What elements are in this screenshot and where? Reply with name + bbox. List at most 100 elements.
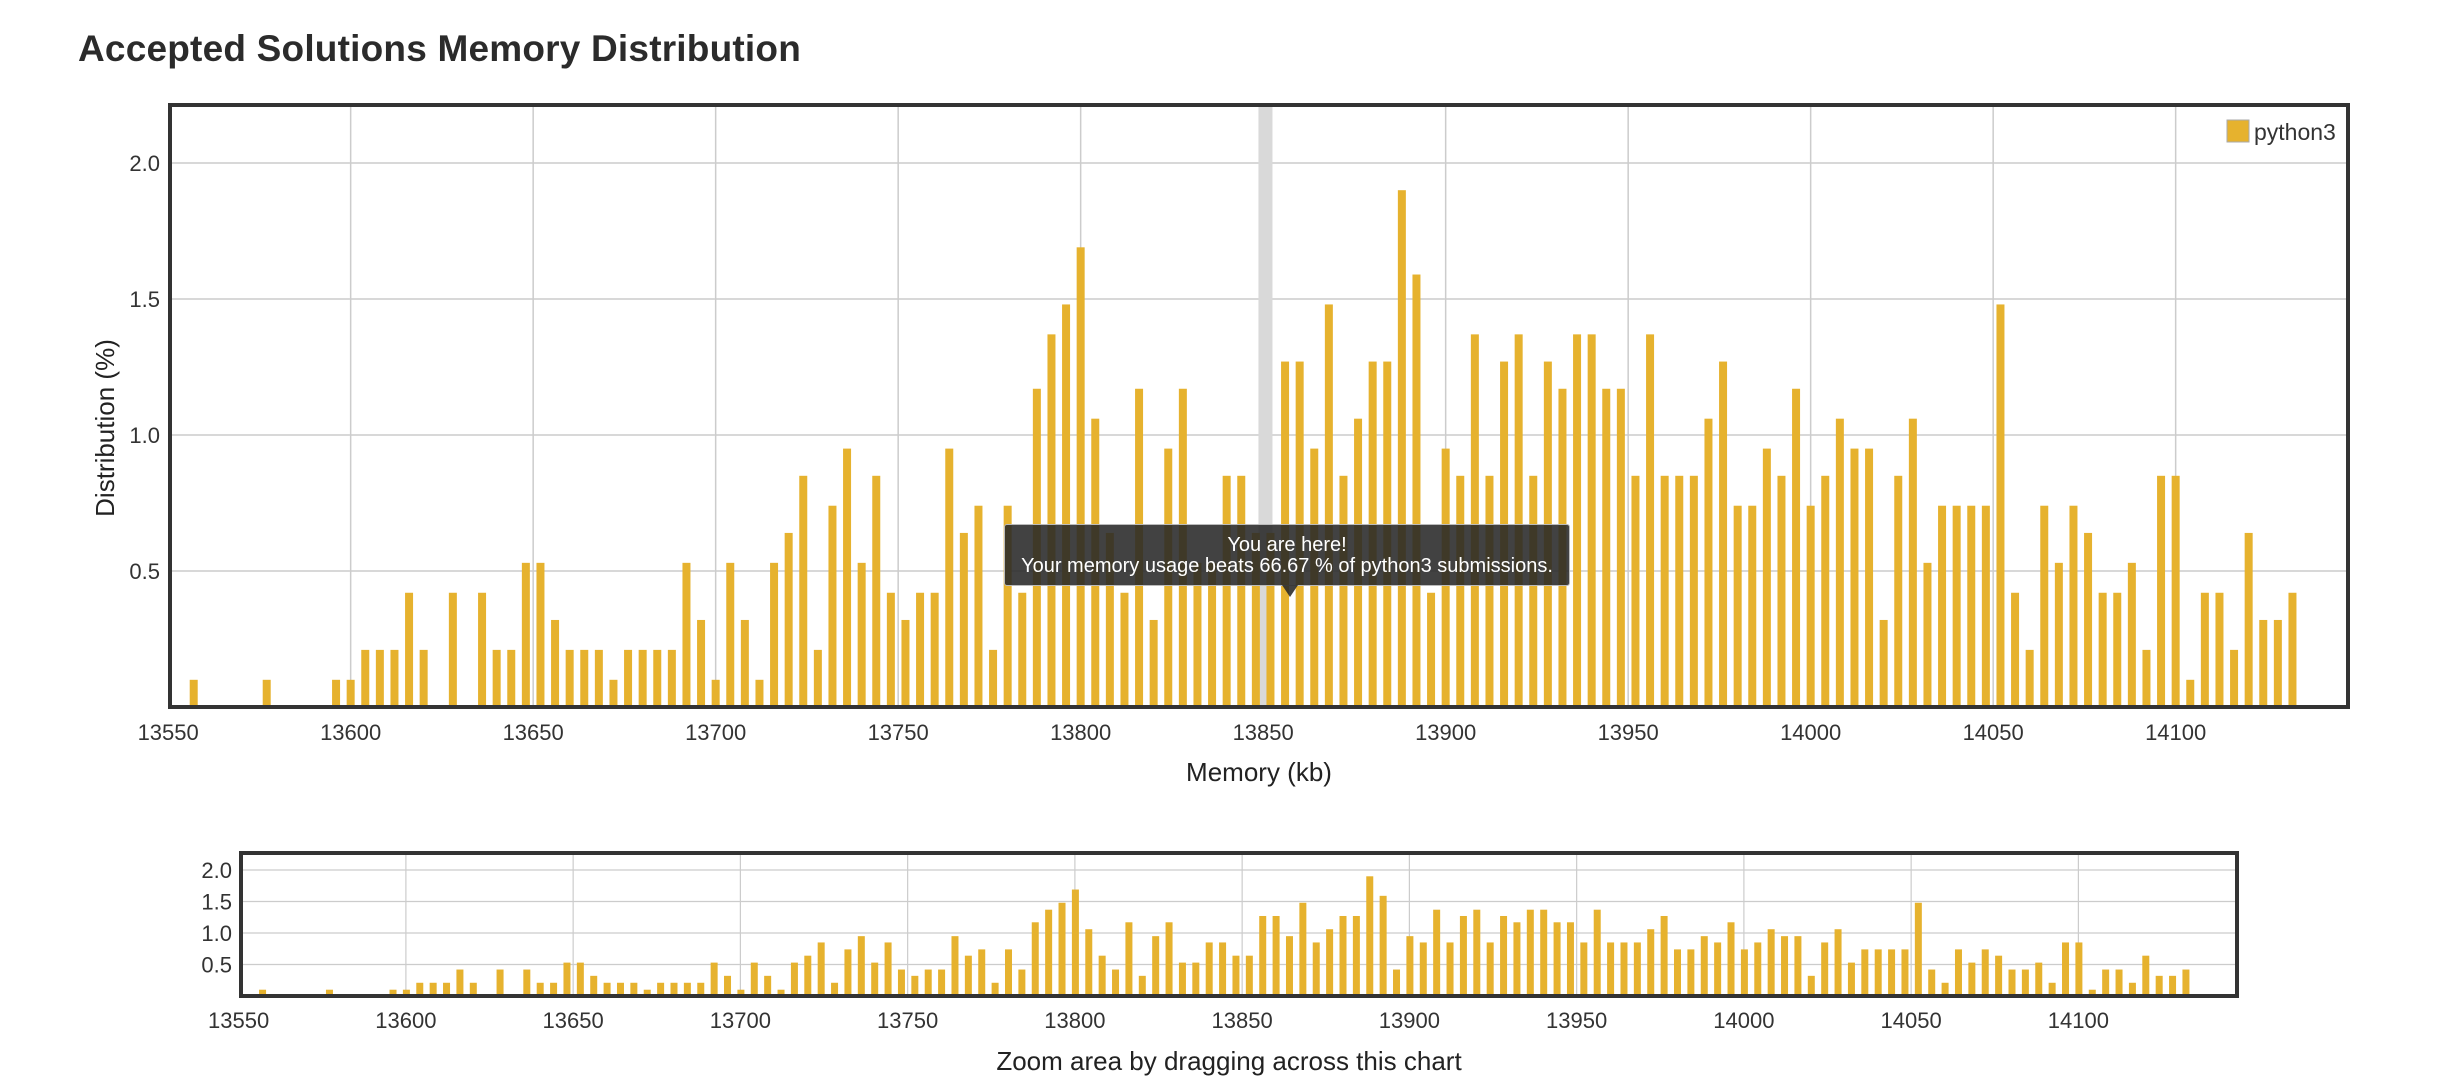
bar[interactable] <box>1967 505 1976 707</box>
overview-bar[interactable] <box>325 989 333 996</box>
bar[interactable] <box>843 448 852 707</box>
bar[interactable] <box>945 448 954 707</box>
overview-bar[interactable] <box>2115 969 2123 996</box>
overview-bar[interactable] <box>1754 942 1762 996</box>
bar[interactable] <box>1222 475 1231 707</box>
bar[interactable] <box>2098 592 2107 707</box>
overview-bar[interactable] <box>389 989 397 996</box>
bar[interactable] <box>1397 190 1406 707</box>
overview-bar[interactable] <box>2182 969 2190 996</box>
overview-bar[interactable] <box>416 982 424 996</box>
bar[interactable] <box>2230 649 2239 707</box>
bar[interactable] <box>1076 247 1085 707</box>
bar[interactable] <box>448 592 457 707</box>
overview-bar[interactable] <box>924 969 932 996</box>
overview-bar[interactable] <box>1781 936 1789 996</box>
bar[interactable] <box>1412 274 1421 707</box>
overview-bar[interactable] <box>1152 936 1160 996</box>
bar[interactable] <box>2186 679 2195 707</box>
overview-bar[interactable] <box>1727 922 1735 996</box>
overview-bar[interactable] <box>1272 915 1280 996</box>
overview-bar[interactable] <box>630 982 638 996</box>
overview-bar[interactable] <box>1339 915 1347 996</box>
overview-bar[interactable] <box>884 942 892 996</box>
overview-bar[interactable] <box>1941 982 1949 996</box>
bar[interactable] <box>580 649 589 707</box>
bar[interactable] <box>711 679 720 707</box>
overview-bar[interactable] <box>657 982 665 996</box>
overview-plot-frame[interactable] <box>239 851 2239 998</box>
overview-bar[interactable] <box>1259 915 1267 996</box>
bar[interactable] <box>594 649 603 707</box>
bar[interactable] <box>886 592 895 707</box>
overview-bar[interactable] <box>1112 969 1120 996</box>
overview-bar[interactable] <box>1245 955 1253 996</box>
overview-bar[interactable] <box>1018 969 1026 996</box>
overview-bar[interactable] <box>1526 909 1534 996</box>
overview-bar[interactable] <box>1045 909 1053 996</box>
overview-bar[interactable] <box>1366 876 1374 996</box>
bar[interactable] <box>2273 619 2282 707</box>
overview-bar[interactable] <box>576 962 584 996</box>
overview-bar[interactable] <box>844 949 852 996</box>
bar[interactable] <box>1821 475 1830 707</box>
bar[interactable] <box>901 619 910 707</box>
overview-bar[interactable] <box>616 982 624 996</box>
bar[interactable] <box>799 475 808 707</box>
bar[interactable] <box>1923 562 1932 707</box>
overview-bar[interactable] <box>670 982 678 996</box>
overview-bar[interactable] <box>536 982 544 996</box>
overview-bar[interactable] <box>1459 915 1467 996</box>
bar[interactable] <box>1324 304 1333 707</box>
overview-bar[interactable] <box>1098 955 1106 996</box>
bar[interactable] <box>1003 505 1012 707</box>
overview-bar[interactable] <box>523 969 531 996</box>
bar[interactable] <box>1120 592 1129 707</box>
overview-bar[interactable] <box>710 962 718 996</box>
overview-bar[interactable] <box>1660 915 1668 996</box>
overview-bar[interactable] <box>831 982 839 996</box>
overview-bar[interactable] <box>2102 969 2110 996</box>
bar[interactable] <box>697 619 706 707</box>
bar[interactable] <box>1908 418 1917 707</box>
overview-bar[interactable] <box>1500 915 1508 996</box>
overview-bar[interactable] <box>1165 922 1173 996</box>
overview-bar[interactable] <box>951 936 959 996</box>
bar[interactable] <box>1733 505 1742 707</box>
bar[interactable] <box>653 649 662 707</box>
overview-bar[interactable] <box>777 989 785 996</box>
overview-bar[interactable] <box>804 955 812 996</box>
overview-bar[interactable] <box>1178 962 1186 996</box>
overview-bar[interactable] <box>1888 949 1896 996</box>
bar[interactable] <box>1266 532 1275 707</box>
overview-bar[interactable] <box>817 942 825 996</box>
bar[interactable] <box>2157 475 2166 707</box>
bar[interactable] <box>478 592 487 707</box>
overview-bar[interactable] <box>1981 949 1989 996</box>
overview-bar[interactable] <box>2035 962 2043 996</box>
bar[interactable] <box>375 649 384 707</box>
overview-bar[interactable] <box>1192 962 1200 996</box>
bar[interactable] <box>2142 649 2151 707</box>
bar[interactable] <box>667 649 676 707</box>
overview-bar[interactable] <box>1393 969 1401 996</box>
overview-bar[interactable] <box>871 962 879 996</box>
overview-bar[interactable] <box>429 982 437 996</box>
overview-bar[interactable] <box>1125 922 1133 996</box>
bar[interactable] <box>565 649 574 707</box>
bar[interactable] <box>638 649 647 707</box>
bar[interactable] <box>1689 475 1698 707</box>
legend[interactable]: python3 <box>2226 119 2336 145</box>
overview-bar[interactable] <box>1232 955 1240 996</box>
overview-bar[interactable] <box>1607 942 1615 996</box>
bar[interactable] <box>1719 361 1728 707</box>
overview-bar[interactable] <box>724 975 732 996</box>
bar[interactable] <box>1208 562 1217 707</box>
overview-bar[interactable] <box>1914 902 1922 996</box>
overview-bar[interactable] <box>1740 949 1748 996</box>
bar[interactable] <box>1149 619 1158 707</box>
overview-bar[interactable] <box>938 969 946 996</box>
bar[interactable] <box>1938 505 1947 707</box>
bar[interactable] <box>1996 304 2005 707</box>
legend-label-python3[interactable]: python3 <box>2254 119 2336 145</box>
